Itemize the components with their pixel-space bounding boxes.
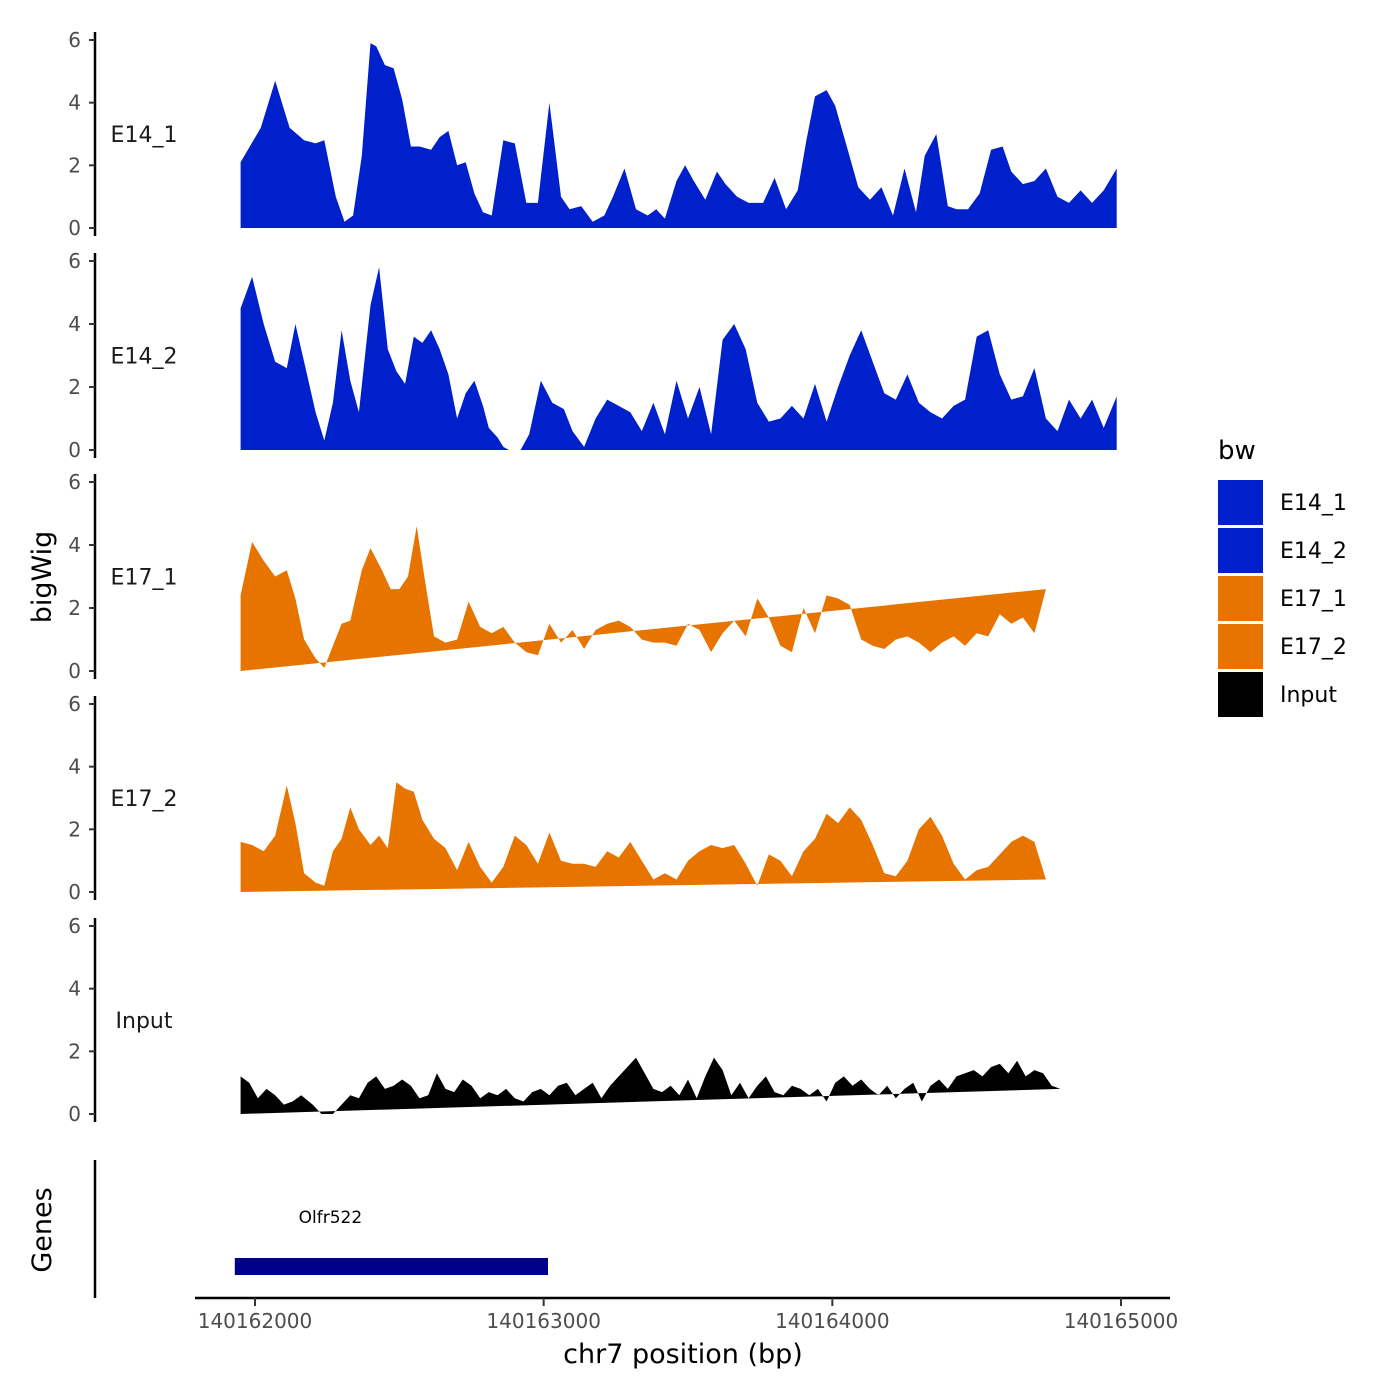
y-tick-label: 0	[68, 216, 81, 240]
gene-body-olfr522	[234, 1258, 548, 1275]
y-tick-label: 6	[68, 470, 81, 494]
y-tick-label: 2	[68, 375, 81, 399]
legend-label: E17_2	[1280, 635, 1347, 660]
signal-area-e17_2	[240, 782, 1046, 892]
y-tick-label: 0	[68, 1102, 81, 1126]
x-axis: 140162000 140163000 140164000 140165000	[195, 1296, 1179, 1333]
x-tick-label: 140163000	[486, 1309, 601, 1333]
y-tick-label: 6	[68, 249, 81, 273]
y-tick-label: 0	[68, 880, 81, 904]
y-tick-label: 4	[68, 755, 81, 779]
legend-label: E17_1	[1280, 587, 1347, 612]
y-tick-label: 2	[68, 153, 81, 177]
legend-title: bw	[1218, 436, 1256, 466]
legend-label: E14_2	[1280, 539, 1347, 564]
x-tick-label: 140165000	[1064, 1309, 1179, 1333]
track-label: E14_1	[111, 123, 178, 148]
track-e14_2: 0 2 4 6 E14_2	[68, 249, 1117, 462]
y-tick-label: 4	[68, 533, 81, 557]
track-e17_1: 0 2 4 6 E17_1	[68, 470, 1046, 683]
bigwig-tracks: 0 2 4 6 E14_1 0 2 4 6 E14_2 0 2 4 6 E17_1 0 2 4 6 E17_2 0 2 4 6…	[68, 28, 1117, 1126]
x-tick-label: 140164000	[775, 1309, 890, 1333]
y-tick-label: 4	[68, 312, 81, 336]
x-tick-label: 140162000	[198, 1309, 313, 1333]
signal-area-e14_2	[240, 267, 1117, 450]
track-e14_1: 0 2 4 6 E14_1	[68, 28, 1117, 240]
track-label: E17_1	[111, 566, 178, 591]
y-tick-label: 2	[68, 596, 81, 620]
track-label: E14_2	[111, 345, 178, 370]
gene-track: Olfr522	[93, 1160, 548, 1298]
legend: bw E14_1 E14_2 E17_1 E17_2 Input	[1218, 436, 1347, 717]
legend-swatch-e17_2	[1218, 624, 1263, 669]
track-label: E17_2	[111, 787, 178, 812]
y-axis-title-bigwig: bigWig	[27, 531, 58, 624]
track-input: 0 2 4 6 Input	[68, 914, 1061, 1126]
signal-area-e17_1	[240, 526, 1046, 671]
y-tick-label: 6	[68, 914, 81, 938]
legend-swatch-e17_1	[1218, 576, 1263, 621]
legend-label: E14_1	[1280, 491, 1347, 516]
y-axis-title-genes: Genes	[27, 1187, 58, 1272]
legend-swatch-e14_2	[1218, 528, 1263, 573]
y-tick-label: 0	[68, 438, 81, 462]
gene-label: Olfr522	[299, 1208, 363, 1228]
track-e17_2: 0 2 4 6 E17_2	[68, 692, 1046, 904]
y-tick-label: 2	[68, 1039, 81, 1063]
x-axis-title: chr7 position (bp)	[563, 1339, 803, 1370]
track-label: Input	[116, 1009, 173, 1034]
y-tick-label: 6	[68, 692, 81, 716]
signal-area-e14_1	[240, 43, 1117, 228]
legend-swatch-e14_1	[1218, 480, 1263, 525]
legend-label: Input	[1280, 683, 1337, 708]
y-tick-label: 2	[68, 817, 81, 841]
legend-swatch-input	[1218, 672, 1263, 717]
y-tick-label: 4	[68, 91, 81, 115]
y-tick-label: 6	[68, 28, 81, 52]
y-tick-label: 4	[68, 977, 81, 1001]
signal-area-input	[240, 1057, 1061, 1114]
y-tick-label: 0	[68, 659, 81, 683]
